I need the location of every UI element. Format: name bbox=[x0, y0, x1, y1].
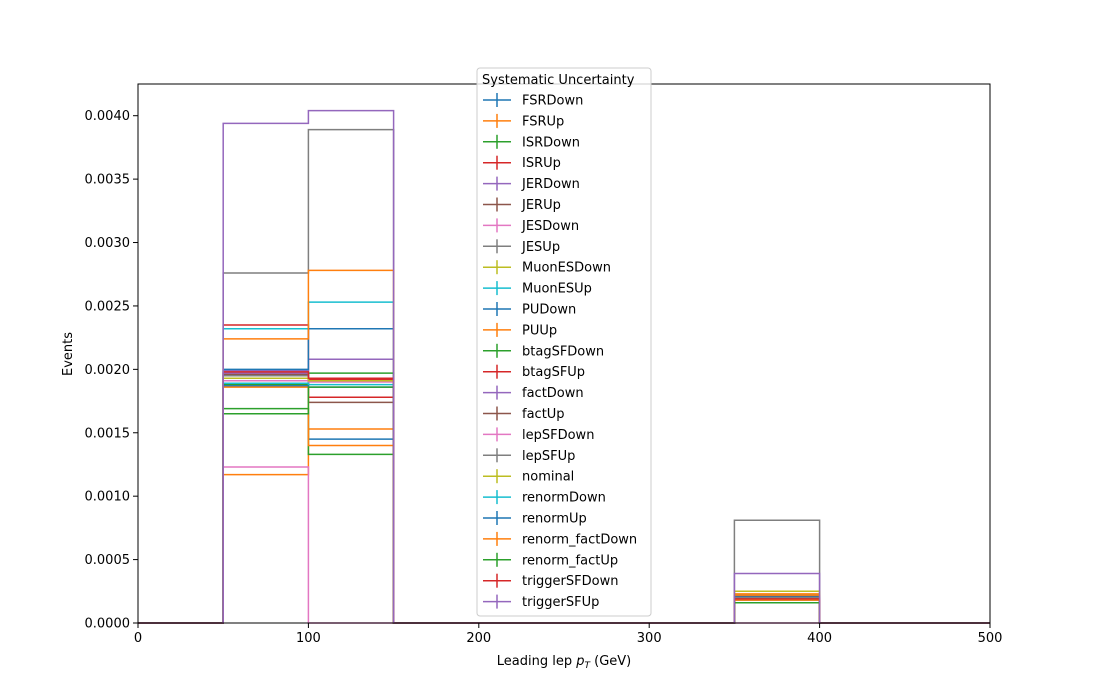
legend-label: PUUp bbox=[522, 323, 557, 338]
legend-label: nominal bbox=[522, 470, 574, 485]
legend-label: renorm_factDown bbox=[522, 532, 637, 547]
legend-box bbox=[476, 67, 652, 617]
y-tick-label: 0.0025 bbox=[85, 299, 131, 314]
legend-label: renormDown bbox=[522, 491, 606, 506]
x-axis: 0 100 200 300 400 500 bbox=[134, 623, 1003, 646]
x-tick-label: 500 bbox=[978, 631, 1003, 646]
legend-label: JERDown bbox=[521, 177, 580, 192]
x-axis-label-p: p bbox=[575, 654, 584, 669]
legend-entry-ISRUp: ISRUp bbox=[483, 155, 561, 171]
x-axis-label: Leading lep pT (GeV) bbox=[497, 654, 631, 671]
legend-label: lepSFDown bbox=[522, 428, 594, 443]
legend-label: ISRDown bbox=[522, 135, 580, 150]
x-tick-label: 100 bbox=[296, 631, 321, 646]
legend-entry-JERUp: JERUp bbox=[483, 197, 561, 213]
legend-label: renorm_factUp bbox=[522, 553, 618, 568]
legend-label: ISRUp bbox=[522, 156, 561, 171]
legend-entry-btagSFUp: btagSFUp bbox=[483, 364, 585, 380]
legend-label: btagSFDown bbox=[522, 344, 604, 359]
y-tick-label: 0.0035 bbox=[85, 173, 131, 188]
legend-label: triggerSFDown bbox=[522, 574, 618, 589]
legend-entry-renormUp: renormUp bbox=[483, 511, 587, 527]
x-axis-label-unit: (GeV) bbox=[590, 654, 631, 669]
legend-entry-PUUp: PUUp bbox=[483, 322, 557, 338]
legend: Systematic Uncertainty FSRDown FSRUp ISRDo… bbox=[476, 67, 652, 617]
legend-entry-MuonESDown: MuonESDown bbox=[483, 260, 611, 276]
legend-entry-renorm_factUp: renorm_factUp bbox=[483, 552, 618, 568]
y-tick-label: 0.0040 bbox=[85, 109, 131, 124]
legend-entry-renorm_factDown: renorm_factDown bbox=[483, 531, 637, 547]
x-tick-label: 300 bbox=[637, 631, 662, 646]
legend-label: PUDown bbox=[522, 303, 576, 318]
legend-entry-btagSFDown: btagSFDown bbox=[483, 343, 604, 359]
legend-entry-triggerSFUp: triggerSFUp bbox=[483, 594, 599, 610]
y-tick-label: 0.0020 bbox=[85, 363, 131, 378]
y-tick-label: 0.0010 bbox=[85, 490, 131, 505]
x-tick-label: 200 bbox=[466, 631, 491, 646]
legend-label: MuonESUp bbox=[522, 282, 592, 297]
y-tick-label: 0.0005 bbox=[85, 553, 131, 568]
legend-entry-factUp: factUp bbox=[483, 406, 565, 422]
legend-label: JESDown bbox=[521, 219, 579, 234]
x-axis-label-subscript: T bbox=[584, 661, 591, 671]
legend-entry-factDown: factDown bbox=[483, 385, 584, 401]
legend-entry-JESUp: JESUp bbox=[483, 239, 560, 255]
legend-entry-ISRDown: ISRDown bbox=[483, 134, 580, 150]
x-axis-label-text: Leading lep bbox=[497, 654, 572, 669]
y-axis: 0.0000 0.0005 0.0010 0.0015 0.0020 0.0025 0.00… bbox=[85, 109, 138, 632]
legend-label: factUp bbox=[522, 407, 565, 422]
legend-label: btagSFUp bbox=[522, 365, 585, 380]
legend-entry-JESDown: JESDown bbox=[483, 218, 579, 234]
legend-entry-PUDown: PUDown bbox=[483, 302, 576, 318]
legend-label: FSRDown bbox=[522, 94, 583, 109]
legend-label: JERUp bbox=[521, 198, 561, 213]
y-tick-label: 0.0000 bbox=[85, 617, 131, 632]
legend-entry-lepSFUp: lepSFUp bbox=[483, 448, 575, 464]
legend-label: JESUp bbox=[521, 240, 560, 255]
y-tick-label: 0.0015 bbox=[85, 426, 131, 441]
legend-entry-FSRDown: FSRDown bbox=[483, 93, 583, 109]
legend-entry-renormDown: renormDown bbox=[483, 490, 606, 506]
legend-label: MuonESDown bbox=[522, 261, 611, 276]
legend-entry-JERDown: JERDown bbox=[483, 176, 580, 192]
legend-entry-FSRUp: FSRUp bbox=[483, 113, 564, 129]
legend-entry-nominal: nominal bbox=[483, 469, 574, 485]
legend-label: triggerSFUp bbox=[522, 595, 599, 610]
legend-title: Systematic Uncertainty bbox=[482, 73, 635, 88]
legend-entry-MuonESUp: MuonESUp bbox=[483, 281, 592, 297]
legend-label: lepSFUp bbox=[522, 449, 575, 464]
y-tick-label: 0.0030 bbox=[85, 236, 131, 251]
legend-entries: FSRDown FSRUp ISRDown ISRUp JERDown JERUp JESD… bbox=[483, 93, 637, 610]
legend-entry-triggerSFDown: triggerSFDown bbox=[483, 573, 618, 589]
y-axis-label: Events bbox=[61, 332, 76, 376]
legend-label: renormUp bbox=[522, 512, 587, 527]
legend-label: factDown bbox=[522, 386, 584, 401]
x-tick-label: 400 bbox=[807, 631, 832, 646]
legend-entry-lepSFDown: lepSFDown bbox=[483, 427, 594, 443]
x-tick-label: 0 bbox=[134, 631, 142, 646]
legend-label: FSRUp bbox=[522, 114, 564, 129]
